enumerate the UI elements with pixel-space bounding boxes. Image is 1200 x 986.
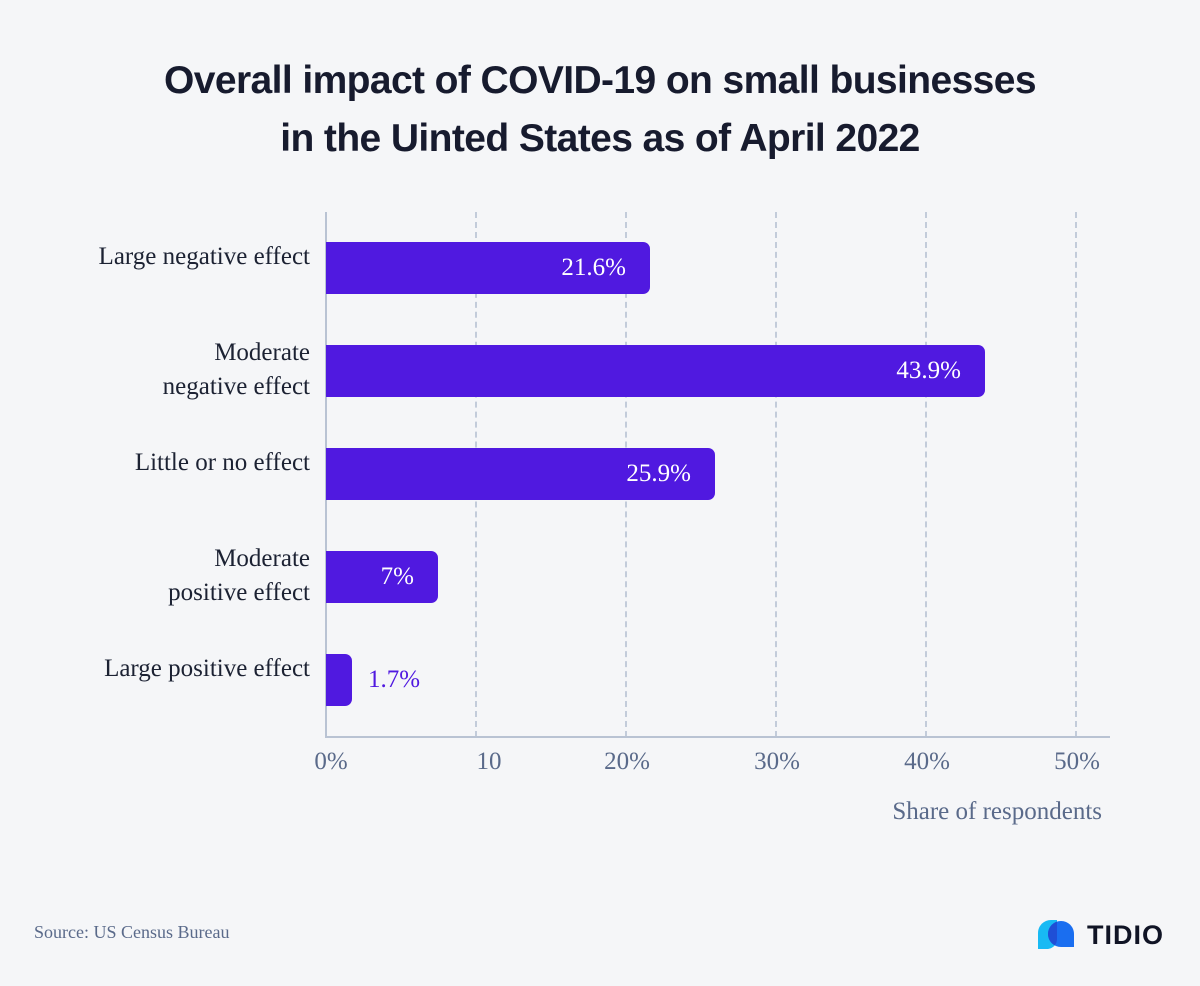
gridline-30 [775,212,777,737]
bar-value-label: 25.9% [626,460,691,487]
category-label-line: Moderate [214,545,310,572]
category-label-line: negative effect [162,373,310,400]
bar-row: Moderate positive effect 7% [0,545,1200,606]
tidio-logo: TIDIO [1036,913,1164,957]
tidio-wordmark: TIDIO [1087,919,1164,950]
x-tick-label: 0% [314,748,348,775]
category-label: Moderate positive effect [0,542,310,610]
bar[interactable] [326,242,650,294]
x-tick-label: 20% [604,748,650,775]
chart-title-line-2: in the Uinted States as of April 2022 [280,117,920,160]
x-tick-label: 40% [904,748,950,775]
bar-row: Large negative effect 21.6% [0,242,1200,294]
x-tick-label: 10 [476,748,502,775]
bar-row: Moderate negative effect 43.9% [0,339,1200,400]
tidio-logo-icon [1036,917,1076,953]
category-label: Large positive effect [0,654,310,683]
source-note: Source: US Census Bureau [34,922,230,942]
x-tick-label: 50% [1054,748,1100,775]
bar[interactable] [326,448,715,500]
bar-row: Large positive effect 1.7% [0,654,1200,706]
category-label-line: Little or no effect [134,449,310,476]
chart-title: Overall impact of COVID-19 on small busi… [0,52,1200,168]
bar-row: Little or no effect 25.9% [0,448,1200,500]
x-axis-title: Share of respondents [892,798,1102,825]
bar[interactable] [326,551,438,603]
category-label-line: Large positive effect [104,655,310,682]
gridline-40 [925,212,927,737]
category-label-line: positive effect [168,579,310,606]
category-label: Large negative effect [0,242,310,271]
x-axis-line [325,736,1110,738]
category-label-line: Moderate [214,339,310,366]
category-label-line: Large negative effect [98,243,310,270]
bar-value-label: 1.7% [368,666,421,693]
x-tick-label: 30% [754,748,800,775]
bar-value-label: 21.6% [561,254,626,281]
bar[interactable] [326,654,352,706]
gridline-50 [1075,212,1077,737]
chart-title-line-1: Overall impact of COVID-19 on small busi… [164,59,1036,102]
category-label: Little or no effect [0,448,310,477]
bar[interactable] [326,345,985,397]
bar-value-label: 7% [380,563,414,590]
category-label: Moderate negative effect [0,336,310,404]
bar-value-label: 43.9% [896,357,961,384]
